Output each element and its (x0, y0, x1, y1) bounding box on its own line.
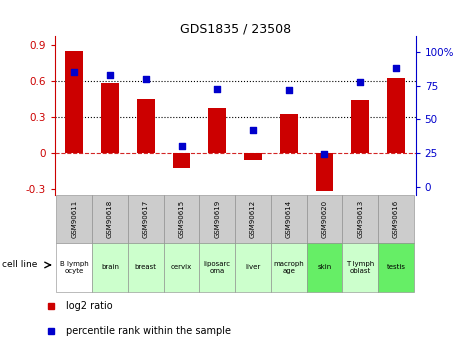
Text: GSM90613: GSM90613 (357, 200, 363, 238)
Text: GSM90611: GSM90611 (71, 200, 77, 238)
Bar (271, 195, 306, 243)
Text: liposarc
oma: liposarc oma (204, 261, 231, 274)
Text: GSM90620: GSM90620 (322, 200, 327, 238)
Point (106, 72, 114, 78)
Point (213, 86, 221, 91)
Point (70, 70, 78, 75)
Point (142, 77, 150, 82)
Bar (378, 243, 414, 292)
Bar (244, 153, 262, 160)
Bar (128, 243, 164, 292)
Bar (235, 243, 271, 292)
Text: T lymph
oblast: T lymph oblast (346, 261, 374, 274)
Point (178, 144, 185, 149)
Bar (200, 195, 235, 243)
Bar (92, 195, 128, 243)
Point (321, 151, 328, 157)
Text: liver: liver (246, 264, 261, 270)
Text: GSM90615: GSM90615 (179, 200, 184, 238)
Text: cervix: cervix (171, 264, 192, 270)
Bar (280, 115, 298, 153)
Bar (378, 195, 414, 243)
Bar (271, 243, 306, 292)
Text: cell line: cell line (2, 260, 38, 269)
Point (392, 66, 400, 71)
Bar (92, 243, 128, 292)
Bar (387, 78, 405, 153)
Text: log2 ratio: log2 ratio (66, 300, 113, 310)
Bar (306, 243, 342, 292)
Bar (128, 195, 164, 243)
Bar (66, 51, 83, 153)
Bar (200, 243, 235, 292)
Bar (164, 195, 200, 243)
Text: GSM90619: GSM90619 (214, 200, 220, 238)
Text: GSM90612: GSM90612 (250, 200, 256, 238)
Bar (172, 153, 190, 168)
Bar (342, 243, 378, 292)
Text: B lymph
ocyte: B lymph ocyte (60, 261, 89, 274)
Text: brain: brain (101, 264, 119, 270)
Text: testis: testis (387, 264, 406, 270)
Bar (306, 195, 342, 243)
Text: breast: breast (135, 264, 157, 270)
Bar (235, 195, 271, 243)
Text: GSM90616: GSM90616 (393, 200, 399, 238)
Text: macroph
age: macroph age (274, 261, 304, 274)
Text: skin: skin (317, 264, 332, 270)
Bar (342, 195, 378, 243)
Text: GSM90614: GSM90614 (286, 200, 292, 238)
Text: percentile rank within the sample: percentile rank within the sample (66, 326, 231, 336)
Bar (352, 100, 369, 153)
Bar (315, 153, 333, 191)
Title: GDS1835 / 23508: GDS1835 / 23508 (180, 22, 291, 35)
Point (285, 87, 293, 93)
Text: GSM90618: GSM90618 (107, 200, 113, 238)
Bar (101, 83, 119, 153)
Bar (209, 108, 226, 153)
Point (356, 79, 364, 85)
Bar (57, 195, 92, 243)
Bar (137, 99, 155, 153)
Text: GSM90617: GSM90617 (143, 200, 149, 238)
Bar (57, 243, 92, 292)
Point (249, 127, 257, 133)
Bar (164, 243, 200, 292)
